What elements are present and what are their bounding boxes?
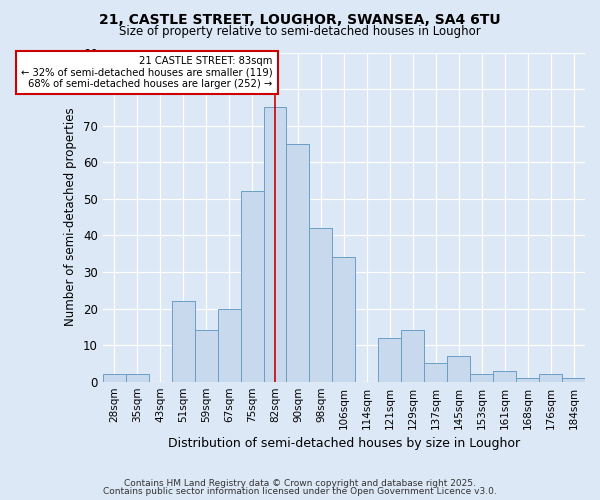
Bar [447, 356, 470, 382]
Bar [562, 378, 585, 382]
Text: Contains HM Land Registry data © Crown copyright and database right 2025.: Contains HM Land Registry data © Crown c… [124, 478, 476, 488]
Bar [401, 330, 424, 382]
X-axis label: Distribution of semi-detached houses by size in Loughor: Distribution of semi-detached houses by … [168, 437, 520, 450]
Bar [286, 144, 310, 382]
Bar [103, 374, 126, 382]
Bar [424, 364, 447, 382]
Text: Size of property relative to semi-detached houses in Loughor: Size of property relative to semi-detach… [119, 25, 481, 38]
Bar [126, 374, 149, 382]
Text: Contains public sector information licensed under the Open Government Licence v3: Contains public sector information licen… [103, 487, 497, 496]
Text: 21 CASTLE STREET: 83sqm
← 32% of semi-detached houses are smaller (119)
68% of s: 21 CASTLE STREET: 83sqm ← 32% of semi-de… [21, 56, 272, 90]
Bar [218, 308, 241, 382]
Bar [172, 301, 194, 382]
Bar [516, 378, 539, 382]
Text: 21, CASTLE STREET, LOUGHOR, SWANSEA, SA4 6TU: 21, CASTLE STREET, LOUGHOR, SWANSEA, SA4… [99, 12, 501, 26]
Bar [310, 228, 332, 382]
Bar [493, 370, 516, 382]
Bar [263, 108, 286, 382]
Bar [241, 192, 263, 382]
Y-axis label: Number of semi-detached properties: Number of semi-detached properties [64, 108, 77, 326]
Bar [194, 330, 218, 382]
Bar [470, 374, 493, 382]
Bar [539, 374, 562, 382]
Bar [332, 258, 355, 382]
Bar [379, 338, 401, 382]
